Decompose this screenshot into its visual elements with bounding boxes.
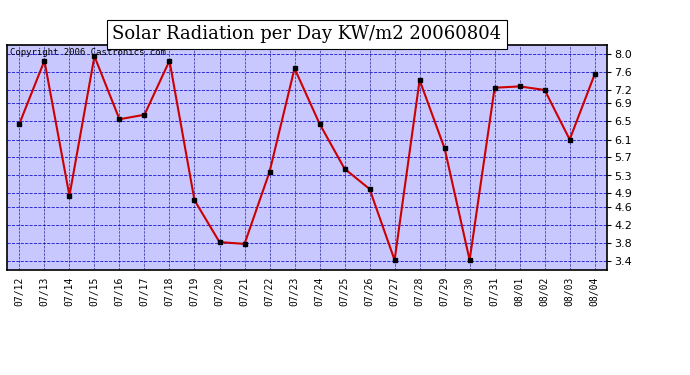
Title: Solar Radiation per Day KW/m2 20060804: Solar Radiation per Day KW/m2 20060804 [112,26,502,44]
Text: Copyright 2006 Castronics.com: Copyright 2006 Castronics.com [10,48,166,57]
